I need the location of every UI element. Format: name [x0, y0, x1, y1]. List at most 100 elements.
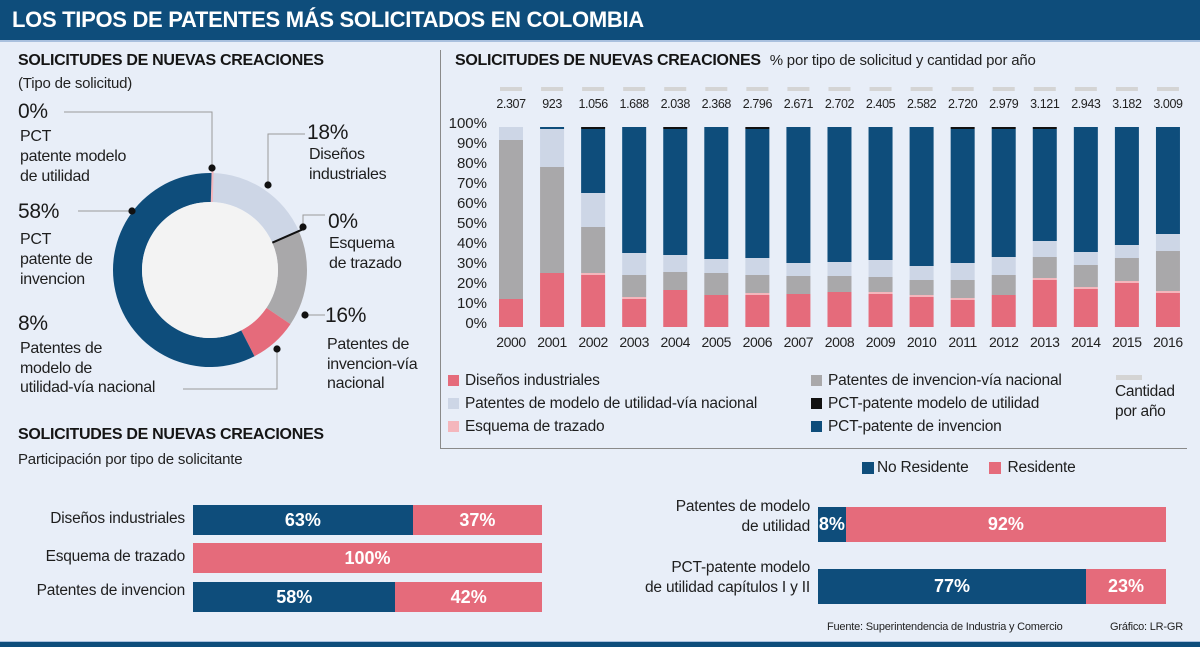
total-label-2007: 2.671: [784, 97, 814, 111]
total-marker-2013: [1033, 87, 1056, 91]
legend-item-no-residente: No Residente: [862, 459, 969, 477]
hbar-segment-residente: 42%: [395, 582, 542, 612]
total-label-2011: 2.720: [948, 97, 978, 111]
bar-segment-disenos-2004: [663, 290, 688, 327]
legend-item: PCT-patente de invencion: [811, 415, 1062, 438]
bar-segment-modelo-nacional-2005: [704, 259, 729, 273]
bar-segment-invencion-nacional-2008: [827, 276, 852, 292]
stacked-legend-col2: Patentes de invencion-vía nacional PCT-p…: [811, 369, 1062, 438]
hbar-row: 77% 23%: [818, 569, 1166, 604]
total-marker-2010: [910, 87, 933, 91]
y-tick-label: 50%: [457, 215, 487, 232]
totals-legend-label: Cantidad por año: [1115, 382, 1175, 422]
connector-pct-modelo-utilidad: [64, 111, 213, 166]
bar-segment-esquema-2006: [745, 293, 770, 295]
applicant-chart-title: SOLICITUDES DE NUEVAS CREACIONES: [18, 426, 324, 443]
bar-segment-invencion-nacional-2000: [499, 140, 523, 299]
bar-segment-pct-invencion-2016: [1155, 127, 1180, 234]
bar-segment-esquema-2009: [868, 292, 893, 294]
donut-connector-dots: [128, 164, 309, 353]
label-line: PCT: [20, 231, 52, 248]
label-line: de utilidad: [20, 168, 90, 185]
x-tick-label-2012: 2012: [989, 334, 1019, 350]
bar-segment-invencion-nacional-2010: [909, 280, 934, 295]
hbar-segment-residente: 100%: [193, 543, 542, 573]
hbar-segment-no-residente: 58%: [193, 582, 396, 612]
bar-segment-esquema-2015: [1114, 281, 1139, 283]
bar-segment-modelo-nacional-2001: [540, 129, 565, 167]
donut-label-modelo-utilidad-via-nacional: Patentes de modelo de utilidad-vía nacio…: [20, 339, 155, 398]
bar-segment-disenos-2002: [581, 275, 606, 327]
legend-swatch: [811, 421, 822, 432]
donut-slice-esquema-trazado: [271, 228, 303, 244]
stacked-chart-title: SOLICITUDES DE NUEVAS CREACIONES: [455, 52, 761, 69]
x-tick-label-2013: 2013: [1030, 334, 1060, 350]
donut-slice-modelo-utilidad-via-nacional: [241, 307, 291, 357]
x-tick-label-2009: 2009: [866, 334, 896, 350]
total-label-2015: 3.182: [1112, 97, 1142, 111]
legend-item-residente: Residente: [988, 459, 1076, 477]
y-tick-label: 0%: [465, 315, 487, 332]
bar-segment-modelo-nacional-2013: [1032, 241, 1057, 257]
bar-segment-invencion-nacional-2014: [1073, 265, 1098, 287]
bar-segment-pct-invencion-2008: [827, 127, 852, 262]
applicant-legend: No Residente Residente: [862, 459, 1076, 477]
bar-segment-pct-invencion-2012: [991, 129, 1016, 257]
bar-segment-modelo-nacional-2000: [499, 127, 523, 140]
footer-bar: [0, 641, 1200, 647]
label-line: utilidad-vía nacional: [20, 379, 156, 396]
hbar-segment-residente: 92%: [845, 507, 1166, 542]
bar-segment-disenos-2008: [827, 292, 852, 327]
legend-label: PCT-patente de invencion: [828, 417, 1002, 435]
bar-segment-disenos-2000: [499, 299, 523, 327]
bar-segment-disenos-2010: [909, 297, 934, 327]
bar-segment-pct-invencion-2009: [868, 127, 893, 260]
hbar-row-label: Diseños industriales: [50, 510, 185, 527]
total-marker-2004: [664, 87, 687, 91]
hbar-row-label: PCT-patente modelo de utilidad capítulos…: [645, 558, 810, 598]
legend-label: Patentes de modelo de utilidad-vía nacio…: [465, 394, 758, 412]
y-tick-label: 40%: [457, 235, 487, 252]
y-tick-label: 20%: [457, 275, 487, 292]
dot-disenos-industriales: [264, 181, 272, 189]
total-marker-2006: [746, 87, 769, 91]
connector-esquema-trazado: [302, 214, 325, 227]
dot-modelo-utilidad-via-nacional: [273, 345, 281, 353]
donut-slice-pct-modelo-utilidad: [210, 169, 214, 203]
legend-swatch: [811, 375, 822, 386]
hbar-segment-no-residente: 63%: [193, 505, 413, 535]
bar-segment-modelo-nacional-2006: [745, 258, 770, 275]
bar-segment-modelo-nacional-2002: [581, 193, 606, 227]
bar-segment-disenos-2007: [786, 294, 811, 327]
bar-segment-invencion-nacional-2003: [622, 275, 647, 297]
bar-segment-disenos-2014: [1073, 289, 1098, 327]
bar-segment-esquema-2002: [581, 273, 606, 275]
total-marker-2016: [1156, 87, 1179, 91]
legend-label: Patentes de invencion-vía nacional: [828, 371, 1062, 389]
y-tick-label: 70%: [457, 175, 487, 192]
stacked-chart-subtitle: % por tipo de solicitud y cantidad por a…: [769, 52, 1036, 69]
donut-connectors: [64, 111, 325, 390]
label-line: Patentes de: [20, 340, 103, 357]
donut-value-invencion-via-nacional: 16%: [325, 304, 367, 327]
legend-item: Esquema de trazado: [448, 415, 757, 438]
x-tick-label-2011: 2011: [948, 334, 977, 350]
bar-segment-modelo-nacional-2004: [663, 255, 688, 272]
legend-label: No Residente: [877, 459, 969, 476]
bar-segment-pct-invencion-2014: [1073, 127, 1098, 252]
bar-segment-disenos-2009: [868, 294, 893, 327]
bar-segment-invencion-nacional-2013: [1032, 257, 1057, 278]
legend-swatch: [448, 398, 459, 409]
x-tick-label-2000: 2000: [496, 334, 526, 350]
page-title: LOS TIPOS DE PATENTES MÁS SOLICITADOS EN…: [12, 7, 644, 32]
total-label-2016: 3.009: [1153, 97, 1183, 111]
credit-note: Gráfico: LR-GR: [1110, 621, 1183, 633]
y-tick-label: 90%: [457, 135, 487, 152]
total-marker-2012: [992, 87, 1015, 91]
legend-item: Patentes de invencion-vía nacional: [811, 369, 1062, 392]
totals-legend-marker: [1116, 375, 1142, 380]
bar-segment-modelo-nacional-2012: [991, 257, 1016, 275]
bar-segment-invencion-nacional-2007: [786, 276, 811, 294]
label-line: de utilidad: [741, 518, 811, 535]
